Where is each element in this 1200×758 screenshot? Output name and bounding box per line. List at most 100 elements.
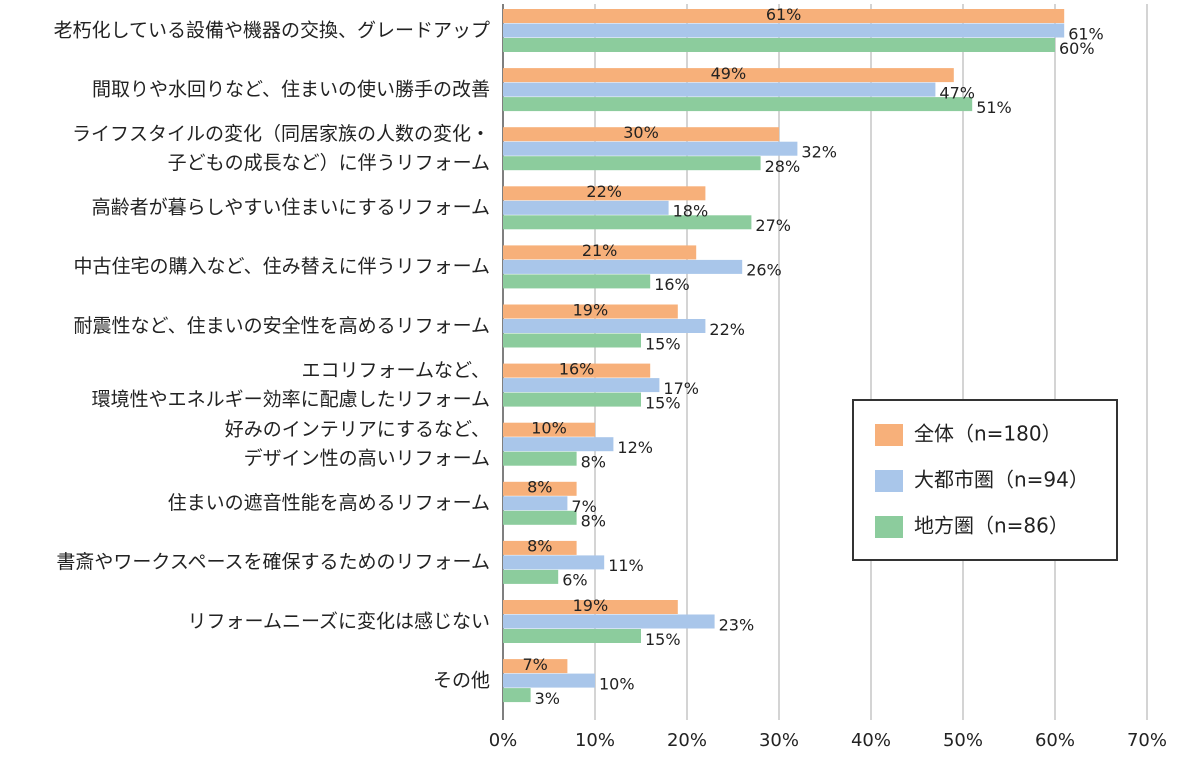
category-label: デザイン性の高いリフォーム: [244, 447, 490, 469]
bar: [503, 215, 752, 230]
x-tick-label: 50%: [943, 730, 983, 751]
x-tick-label: 60%: [1035, 730, 1075, 751]
bar: [503, 97, 973, 112]
category-label: 間取りや水回りなど、住まいの使い勝手の改善: [92, 78, 490, 100]
bar: [503, 274, 651, 289]
data-label: 15%: [645, 630, 681, 649]
bar: [503, 363, 651, 378]
bars: [503, 9, 1065, 703]
data-label: 18%: [673, 202, 709, 221]
category-label: 環境性やエネルギー効率に配慮したリフォーム: [92, 388, 490, 410]
bar: [503, 200, 669, 215]
category-label: 住まいの遮音性能を高めるリフォーム: [168, 492, 490, 514]
data-label: 11%: [608, 556, 644, 575]
bar: [503, 82, 936, 97]
bar: [503, 629, 641, 643]
value-labels: 61%61%60%49%47%51%30%32%28%22%18%27%21%2…: [523, 5, 1104, 708]
bar: [503, 9, 1065, 23]
data-label: 8%: [581, 452, 606, 471]
data-label: 23%: [719, 615, 755, 634]
category-label: 好みのインテリアにするなど、: [225, 418, 490, 440]
bar: [503, 141, 798, 156]
data-label: 51%: [976, 98, 1012, 117]
data-label: 16%: [559, 359, 595, 378]
category-label: リフォームニーズに変化は感じない: [188, 610, 490, 632]
legend-label: 全体（n=180）: [914, 422, 1062, 446]
data-label: 16%: [654, 275, 690, 294]
category-label: 耐震性など、住まいの安全性を高めるリフォーム: [74, 315, 490, 337]
data-label: 22%: [709, 320, 745, 339]
x-tick-label: 40%: [851, 730, 891, 751]
bar: [503, 304, 678, 319]
category-label: 高齢者が暮らしやすい住まいにするリフォーム: [92, 197, 490, 219]
bar: [503, 688, 531, 703]
data-label: 6%: [562, 571, 587, 590]
bar: [503, 451, 577, 466]
bar: [503, 422, 595, 437]
data-label: 21%: [582, 241, 618, 260]
bar: [503, 156, 761, 171]
data-label: 3%: [535, 689, 560, 708]
data-label: 8%: [527, 478, 552, 497]
data-label: 61%: [1068, 24, 1104, 43]
bar: [503, 437, 614, 452]
data-label: 17%: [663, 379, 699, 398]
bar: [503, 38, 1055, 52]
legend-swatch: [875, 424, 903, 446]
bar: [503, 186, 706, 201]
category-label: エコリフォームなど、: [302, 359, 490, 381]
data-label: 22%: [586, 182, 622, 201]
data-label: 49%: [711, 64, 747, 83]
data-label: 32%: [801, 142, 837, 161]
category-label: 書斎やワークスペースを確保するためのリフォーム: [56, 551, 490, 573]
category-label: 中古住宅の購入など、住み替えに伴うリフォーム: [74, 256, 490, 278]
data-label: 12%: [617, 438, 653, 457]
bar: [503, 481, 577, 496]
legend-label: 地方圏（n=86）: [914, 514, 1069, 538]
x-tick-label: 10%: [575, 730, 615, 751]
data-label: 7%: [571, 497, 596, 516]
data-label: 10%: [531, 418, 567, 437]
data-label: 8%: [581, 512, 606, 531]
bar: [503, 600, 678, 614]
data-label: 8%: [527, 537, 552, 556]
legend: 全体（n=180） 大都市圏（n=94） 地方圏（n=86）: [852, 399, 1118, 561]
data-label: 28%: [765, 157, 801, 176]
legend-swatch: [875, 470, 903, 492]
data-label: 10%: [599, 674, 635, 693]
category-label: ライフスタイルの変化（同居家族の人数の変化・: [72, 123, 490, 145]
bar: [503, 555, 605, 570]
category-labels: 老朽化している設備や機器の交換、グレードアップ間取りや水回りなど、住まいの使い勝…: [54, 19, 490, 691]
data-label: 15%: [645, 393, 681, 412]
bar: [503, 673, 595, 688]
data-label: 7%: [523, 655, 548, 674]
bar: [503, 23, 1065, 38]
data-label: 15%: [645, 334, 681, 353]
bar: [503, 68, 954, 83]
bar: [503, 614, 715, 629]
data-label: 61%: [766, 5, 802, 24]
bar: [503, 540, 577, 555]
bar: [503, 378, 660, 393]
bar: [503, 392, 641, 407]
x-tick-label: 70%: [1127, 730, 1167, 751]
x-tick-label: 20%: [667, 730, 707, 751]
bar: [503, 569, 559, 584]
bar: [503, 319, 706, 333]
data-label: 47%: [939, 83, 975, 102]
legend-label: 大都市圏（n=94）: [914, 468, 1089, 492]
data-label: 27%: [755, 216, 791, 235]
bar: [503, 659, 568, 674]
bar: [503, 127, 779, 142]
data-label: 26%: [746, 261, 782, 280]
data-label: 19%: [573, 596, 609, 615]
data-label: 60%: [1059, 39, 1095, 58]
x-tick-label: 30%: [759, 730, 799, 751]
category-label: 子どもの成長など）に伴うリフォーム: [168, 152, 490, 174]
category-label: 老朽化している設備や機器の交換、グレードアップ: [54, 19, 490, 41]
data-label: 30%: [623, 123, 659, 142]
data-label: 19%: [573, 300, 609, 319]
x-tick-label: 0%: [489, 730, 518, 751]
bar: [503, 496, 568, 511]
